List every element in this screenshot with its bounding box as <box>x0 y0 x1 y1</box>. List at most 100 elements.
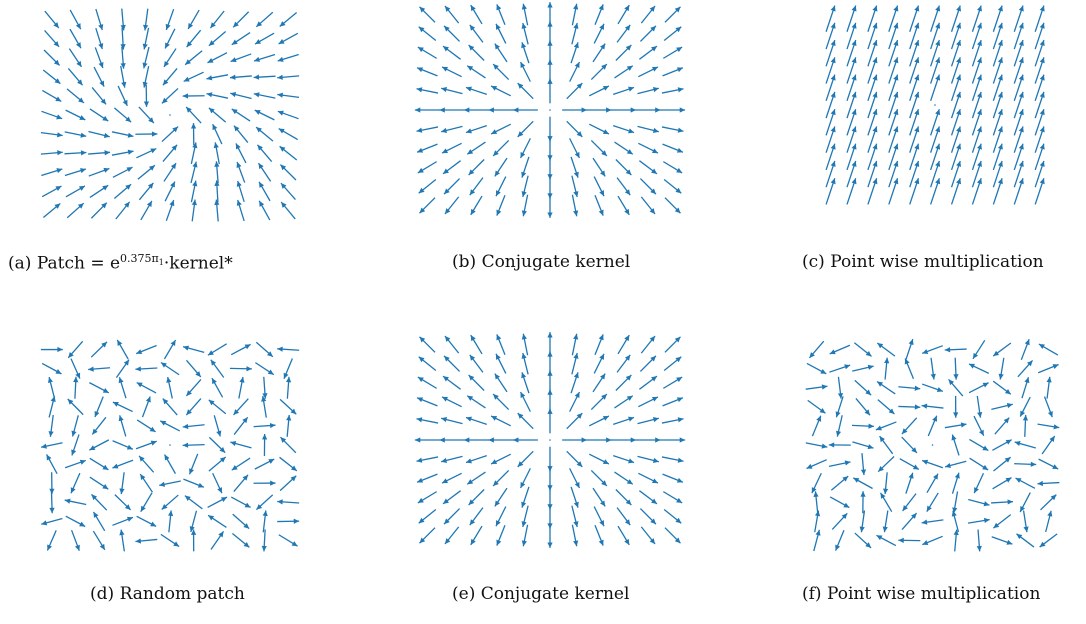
quiver-arrow <box>1022 414 1029 437</box>
quiver-arrow <box>92 530 106 551</box>
quiver-arrow <box>613 416 635 425</box>
quiver-arrow <box>927 415 938 437</box>
quiver-arrow <box>186 29 202 48</box>
quiver-arrow <box>639 490 658 505</box>
caption-b-text: Conjugate kernel <box>481 252 631 272</box>
quiver-arrow <box>953 395 959 418</box>
quiver-arrow <box>469 507 484 526</box>
quiver-arrow <box>905 338 914 361</box>
quiver-arrow <box>930 22 941 50</box>
quiver-arrow <box>208 456 227 472</box>
quiver-arrow <box>1013 160 1024 188</box>
quiver-arrow <box>566 120 583 138</box>
quiver-arrow <box>69 9 82 30</box>
quiver-arrow <box>973 472 985 494</box>
quiver-arrow <box>571 3 579 26</box>
quiver-arrow <box>883 472 889 495</box>
caption-b-prefix: (b) <box>452 252 477 272</box>
quiver-arrow <box>64 498 87 506</box>
quiver-arrow <box>414 107 440 113</box>
quiver-arrow <box>901 436 918 454</box>
quiver-arrow <box>513 437 538 443</box>
quiver-arrow <box>163 339 177 360</box>
quiver-arrow <box>279 12 298 28</box>
quiver-arrow <box>232 513 250 530</box>
quiver-arrow <box>140 200 153 221</box>
quiver-arrow <box>944 460 967 469</box>
quiver-arrow <box>185 398 202 416</box>
quiver-arrow <box>944 347 967 353</box>
quiver-arrow <box>233 416 249 435</box>
quiver-arrow <box>640 5 656 24</box>
quiver-arrow <box>571 505 579 528</box>
quiver-arrow <box>909 108 920 136</box>
quiver-arrow <box>930 143 941 171</box>
quiver-arrow <box>588 415 610 427</box>
quiver-arrow <box>1034 22 1045 50</box>
quiver-arrow <box>1013 108 1024 136</box>
quiver-arrow <box>189 510 198 533</box>
quiver-arrow <box>594 4 604 25</box>
quiver-arrow <box>1038 343 1059 356</box>
quiver-arrow <box>662 491 683 504</box>
quiver-arrow <box>571 22 579 45</box>
quiver-arrow <box>614 471 634 485</box>
quiver-arrow <box>1016 533 1035 548</box>
quiver-arrow <box>187 9 200 30</box>
quiver-arrow <box>853 342 872 357</box>
quiver-arrow <box>521 333 529 356</box>
quiver-arrow <box>46 454 58 475</box>
quiver-arrow <box>921 403 944 409</box>
quiver-arrow <box>968 363 990 374</box>
quiver-arrow <box>494 487 508 507</box>
quiver-arrow <box>93 66 105 87</box>
quiver-arrow <box>229 74 252 80</box>
quiver-arrow <box>593 353 605 374</box>
quiver-arrow <box>888 91 899 119</box>
quiver-arrow <box>254 109 275 121</box>
quiver-arrow <box>859 510 866 533</box>
quiver-arrow <box>616 177 631 196</box>
quiver-arrow <box>143 8 149 31</box>
quiver-arrow <box>441 87 463 95</box>
quiver-arrow <box>930 57 941 84</box>
quiver-arrow <box>519 138 531 159</box>
quiver-arrow <box>615 374 632 391</box>
quiver-arrow <box>663 26 682 42</box>
quiver-arrow <box>660 437 686 443</box>
quiver-arrow <box>547 408 553 434</box>
quiver-arrow <box>182 345 205 354</box>
quiver-arrow <box>255 362 275 376</box>
quiver-arrow <box>162 398 178 416</box>
quiver-arrow <box>967 517 990 524</box>
quiver-arrow <box>570 42 579 64</box>
quiver-arrow <box>639 375 658 390</box>
quiver-arrow <box>419 527 436 544</box>
quiver-arrow <box>441 455 463 463</box>
quiver-arrow <box>1013 5 1024 32</box>
quiver-arrow <box>416 87 439 94</box>
quiver-arrow <box>89 184 109 198</box>
quiver-arrow <box>616 354 631 373</box>
quiver-arrow <box>163 48 177 68</box>
quiver-arrow <box>418 178 437 194</box>
quiver-arrow <box>65 515 86 528</box>
quiver-arrow <box>261 395 267 418</box>
quiver-arrow <box>142 27 150 50</box>
quiver-arrow <box>879 435 894 455</box>
quiver-arrow <box>495 176 507 197</box>
quiver-arrow <box>640 526 656 545</box>
quiver-arrow <box>418 26 437 42</box>
quiver-arrow <box>1037 363 1059 374</box>
quiver-arrow <box>973 415 985 437</box>
quiver-arrow <box>517 120 534 138</box>
quiver-arrow <box>611 107 637 113</box>
quiver-arrow <box>521 372 530 394</box>
quiver-arrow <box>443 25 461 42</box>
quiver-arrow <box>846 108 857 136</box>
quiver-arrow <box>992 91 1003 119</box>
quiver-arrow <box>1013 126 1024 153</box>
quiver-arrow <box>950 39 962 67</box>
quiver-arrow <box>521 175 529 198</box>
quiver-arrow <box>638 472 659 484</box>
